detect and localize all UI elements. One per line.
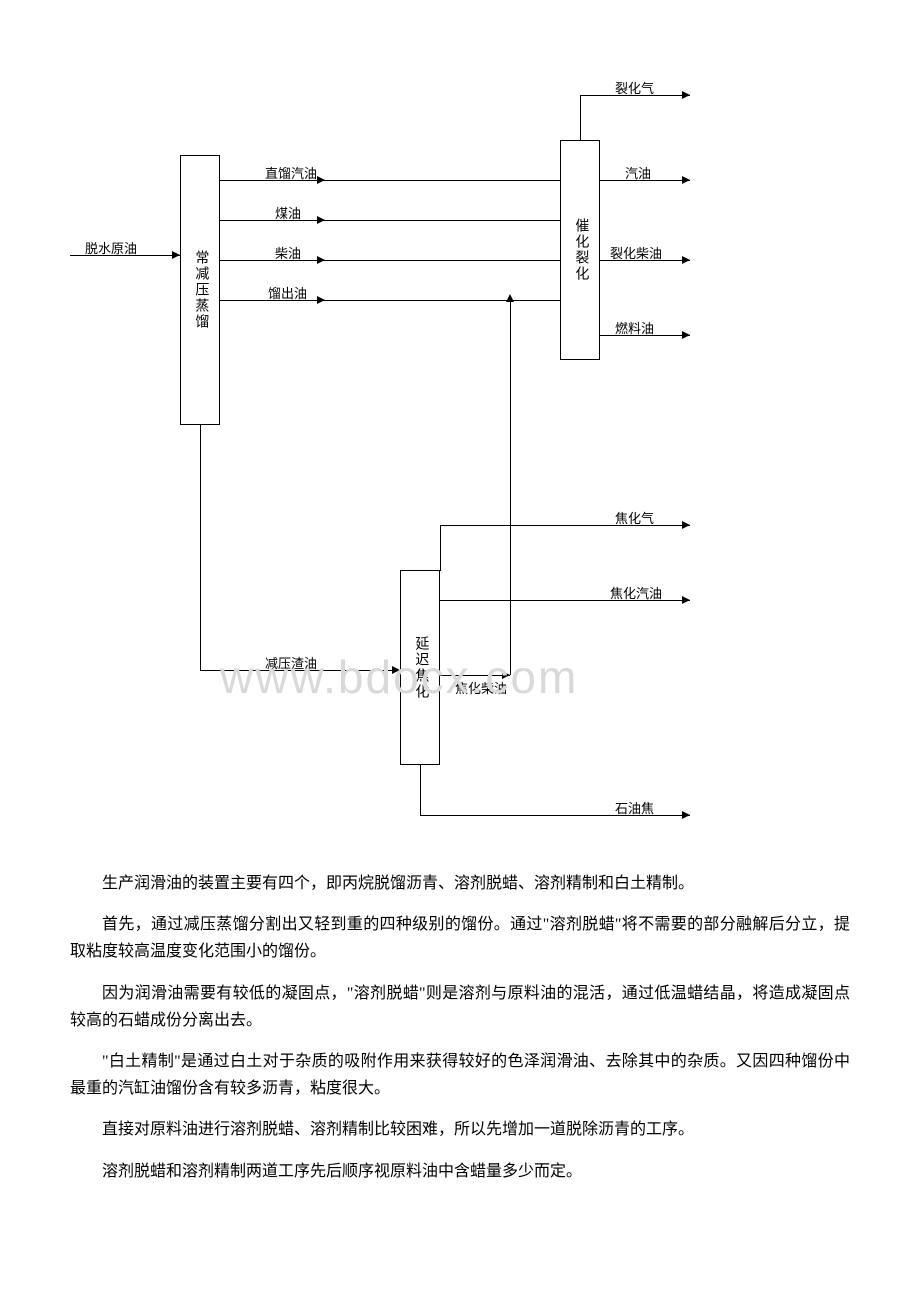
para-5: 溶剂脱蜡和溶剂精制两道工序先后顺序视原料油中含蜡量多少而定。	[70, 1158, 850, 1185]
label-coke-2: 焦化柴油	[455, 678, 507, 697]
label-coke-1: 焦化汽油	[610, 583, 662, 602]
label-feed: 脱水原油	[85, 238, 137, 257]
box-distillation: 常减压蒸馏	[180, 155, 220, 425]
para-4: 直接对原料油进行溶剂脱蜡、溶剂精制比较困难，所以先增加一道脱除沥青的工序。	[70, 1116, 850, 1143]
box-coking: 延迟焦化	[400, 570, 440, 765]
line-coke-bot	[420, 765, 421, 815]
process-diagram: 常减压蒸馏 催化裂化 延迟焦化 脱水原油 直馏汽油 煤油 柴油 馏出油 裂化气	[70, 80, 850, 860]
arrow-dist-0	[317, 176, 325, 184]
label-dist-3: 馏出油	[268, 283, 307, 302]
label-coke-0: 焦化气	[615, 508, 654, 527]
line-coke-2	[440, 675, 510, 676]
arrow-dist-1	[317, 216, 325, 224]
label-dist-0: 直馏汽油	[265, 163, 317, 182]
arrow-crack-1	[682, 176, 690, 184]
line-recycle-v	[510, 300, 511, 675]
arrow-coke-0	[682, 521, 690, 529]
line-dist-1	[220, 220, 560, 221]
arrow-recycle-u	[506, 294, 514, 302]
para-0: 生产润滑油的装置主要有四个，即丙烷脱馏沥青、溶剂脱蜡、溶剂精制和白土精制。	[70, 870, 850, 897]
label-coke-3: 石油焦	[615, 798, 654, 817]
line-dist-bottom	[200, 425, 201, 670]
label-dist-1: 煤油	[275, 203, 301, 222]
arrow-dist-3	[317, 296, 325, 304]
line-coke-0v	[440, 525, 441, 571]
line-crack-top	[580, 95, 581, 140]
para-3: "白土精制"是通过白土对于杂质的吸附作用来获得较好的色泽润滑油、去除其中的杂质。…	[70, 1048, 850, 1102]
arrow-dist-2	[317, 256, 325, 264]
body-text: 生产润滑油的装置主要有四个，即丙烷脱馏沥青、溶剂脱蜡、溶剂精制和白土精制。 首先…	[70, 870, 850, 1199]
arrow-to-coking	[392, 666, 400, 674]
arrow-crack-0	[682, 91, 690, 99]
label-crack-1: 汽油	[625, 163, 651, 182]
arrow-coke-3	[682, 811, 690, 819]
arrow-crack-2	[682, 256, 690, 264]
page: 常减压蒸馏 催化裂化 延迟焦化 脱水原油 直馏汽油 煤油 柴油 馏出油 裂化气	[0, 0, 920, 1302]
arrow-crack-3	[682, 331, 690, 339]
line-dist-2	[220, 260, 560, 261]
label-dist-2: 柴油	[275, 243, 301, 262]
label-crack-0: 裂化气	[615, 78, 654, 97]
box-cracking: 催化裂化	[560, 140, 600, 360]
label-crack-2: 裂化柴油	[610, 243, 662, 262]
arrow-feed	[172, 251, 180, 259]
label-crack-3: 燃料油	[615, 318, 654, 337]
arrow-coke-1	[682, 596, 690, 604]
para-1: 首先，通过减压蒸馏分割出又轻到重的四种级别的馏份。通过"溶剂脱蜡"将不需要的部分…	[70, 911, 850, 965]
para-2: 因为润滑油需要有较低的凝固点，"溶剂脱蜡"则是溶剂与原料油的混活，通过低温蜡结晶…	[70, 980, 850, 1034]
label-coke-in: 减压渣油	[265, 653, 317, 672]
